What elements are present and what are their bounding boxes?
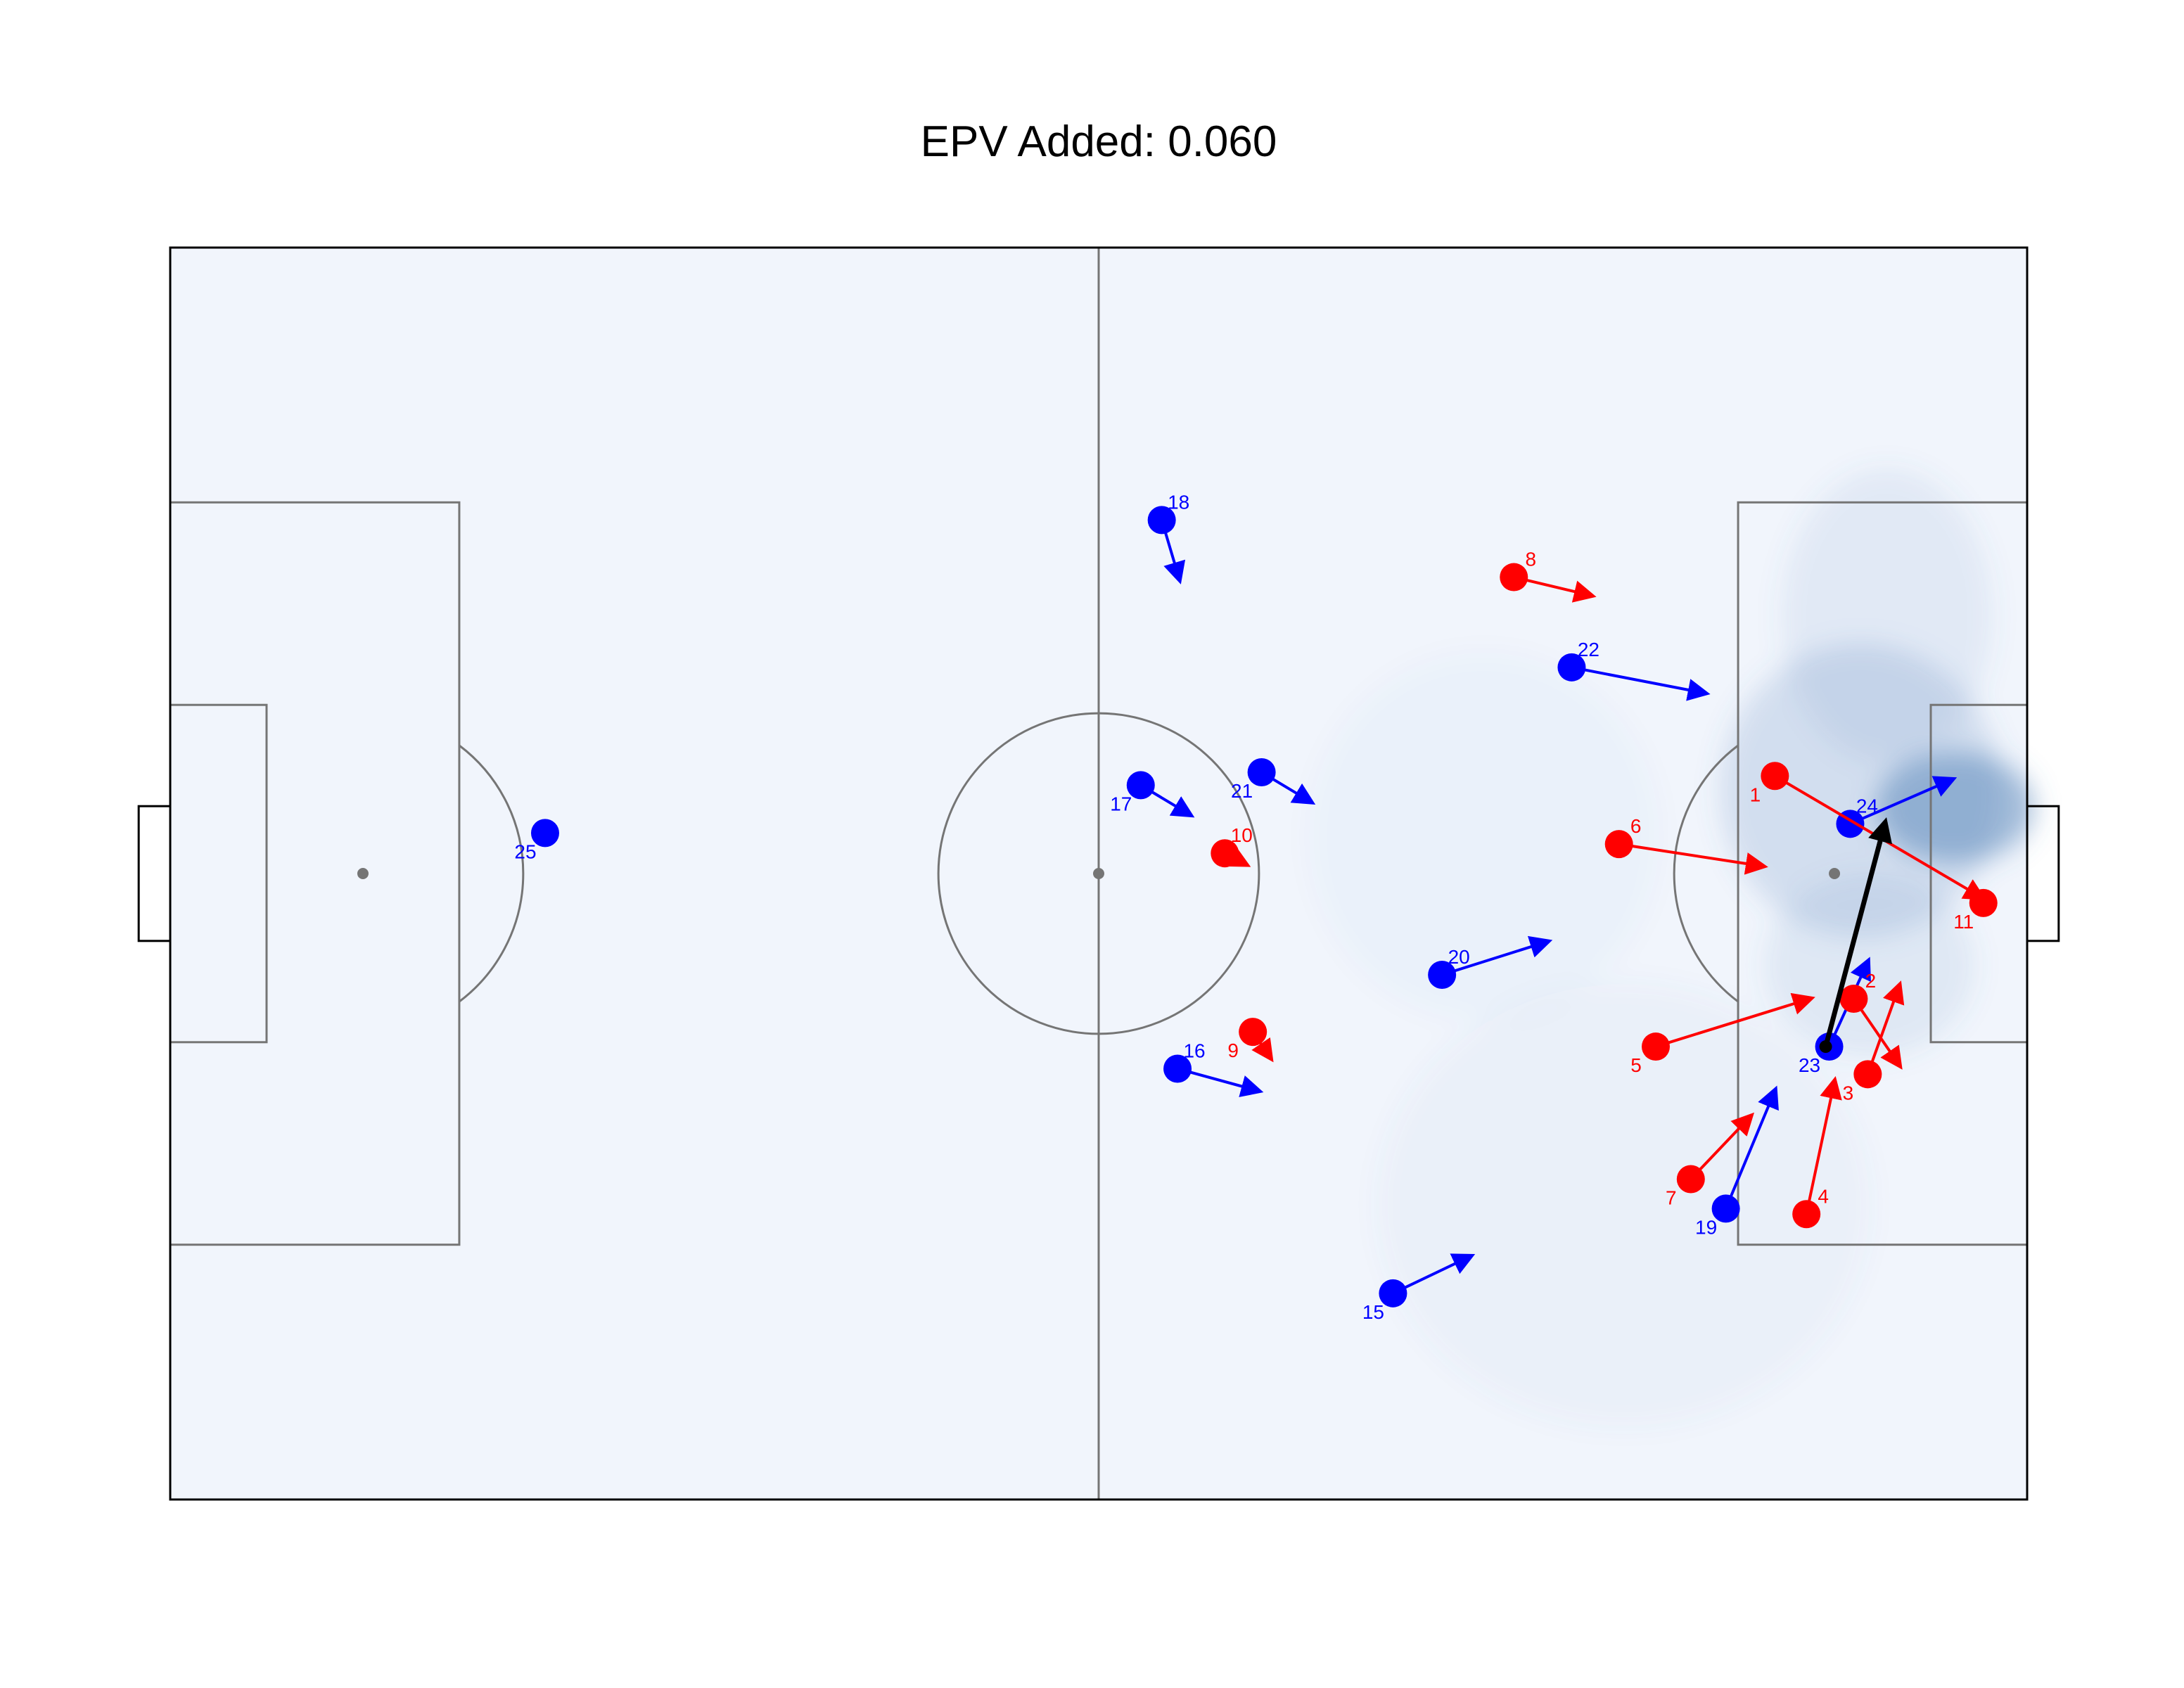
centre-circle [937,712,1260,1035]
pitch-field [137,246,2060,1501]
attack-velocity-22 [1571,665,1711,701]
attack-marker-25 [530,819,559,848]
defense-label-3: 3 [1843,1082,1854,1104]
defense-marker-2 [1839,985,1868,1013]
defense-marker-11 [1969,888,1998,917]
attack-player-25: 25 [514,819,559,862]
defense-player-9: 9 [1227,1018,1274,1063]
pitch-boundary [169,246,2029,1501]
defense-label-1: 1 [1750,784,1761,805]
attack-label-19: 19 [1695,1216,1717,1238]
attack-label-17: 17 [1110,793,1132,814]
surface-blob-3 [1782,468,1993,763]
attack-velocity-15 [1392,1253,1476,1295]
defense-player-11: 11 [1953,888,1998,933]
defense-marker-5 [1642,1032,1670,1061]
pass-line [1823,817,1893,1047]
surface-blob-5 [1309,653,1659,1021]
surface-blob-2 [1764,874,1975,1058]
defense-marker-7 [1676,1165,1705,1194]
left-goal [137,805,172,942]
attack-player-21: 21 [1231,758,1316,805]
attack-player-16: 16 [1163,1040,1264,1097]
ball [1819,1040,1832,1054]
attack-marker-18 [1147,506,1176,535]
attack-player-22: 22 [1557,639,1711,701]
centre-spot [1093,868,1104,879]
defense-label-7: 7 [1666,1187,1677,1209]
defense-marker-10 [1211,839,1239,868]
attack-player-19: 19 [1695,1085,1779,1238]
defense-label-5: 5 [1630,1054,1642,1076]
defense-player-4: 4 [1792,1075,1842,1229]
defense-marker-8 [1500,563,1528,592]
defense-label-10: 10 [1231,824,1253,846]
defense-player-6: 6 [1604,815,1768,875]
defense-player-8: 8 [1500,549,1597,603]
attack-velocity-19 [1724,1085,1779,1210]
left-penalty-spot [357,868,369,879]
attack-marker-17 [1126,771,1155,800]
attack-velocity-24 [1849,776,1958,826]
right-goal [2026,805,2060,942]
defense-marker-3 [1853,1060,1882,1089]
attack-label-24: 24 [1856,795,1878,817]
attack-marker-15 [1379,1279,1407,1307]
defense-marker-6 [1604,830,1633,859]
chart-title: EPV Added: 0.060 [921,117,1277,166]
defense-label-11: 11 [1953,911,1974,933]
attack-label-20: 20 [1448,946,1470,968]
defense-marker-9 [1239,1018,1267,1047]
defense-label-9: 9 [1227,1040,1239,1061]
left-penalty-arc [459,744,525,1003]
defense-player-7: 7 [1666,1112,1755,1209]
attack-label-22: 22 [1578,639,1599,660]
defense-velocity-6 [1618,843,1768,875]
defense-label-6: 6 [1630,815,1642,837]
defense-marker-4 [1792,1200,1821,1229]
defense-velocity-3 [1866,980,1905,1075]
defense-label-2: 2 [1865,970,1877,992]
right-penalty-arc [1673,744,1739,1003]
attack-marker-19 [1711,1194,1740,1223]
attack-player-15: 15 [1362,1253,1476,1323]
attack-marker-22 [1557,653,1586,682]
attack-label-18: 18 [1168,491,1189,513]
pass-arrow [1819,817,1893,1054]
attack-label-16: 16 [1183,1040,1205,1061]
right-penalty-spot [1829,868,1841,879]
defense-marker-1 [1761,762,1789,791]
attack-player-18: 18 [1147,491,1189,584]
defense-player-2: 2 [1839,970,1903,1070]
attack-marker-21 [1247,758,1276,787]
defense-player-3: 3 [1843,980,1905,1104]
defense-player-5: 5 [1630,992,1815,1076]
defense-velocity-5 [1655,992,1815,1048]
defense-velocity-4 [1805,1075,1842,1215]
attack-player-20: 20 [1428,935,1553,989]
defense-player-10: 10 [1211,824,1253,868]
defense-label-4: 4 [1818,1185,1829,1207]
attack-label-15: 15 [1362,1301,1384,1323]
attack-marker-16 [1163,1054,1192,1083]
attack-marker-20 [1428,960,1457,989]
attack-label-21: 21 [1231,780,1253,802]
attack-label-23: 23 [1799,1054,1820,1076]
attack-velocity-20 [1441,935,1553,976]
pitch-markings [137,246,2060,1501]
defense-velocity-7 [1690,1112,1755,1180]
surface-blob-4 [1379,984,1870,1426]
defense-label-8: 8 [1525,549,1536,570]
attack-label-25: 25 [514,840,536,862]
attack-player-17: 17 [1110,771,1195,818]
